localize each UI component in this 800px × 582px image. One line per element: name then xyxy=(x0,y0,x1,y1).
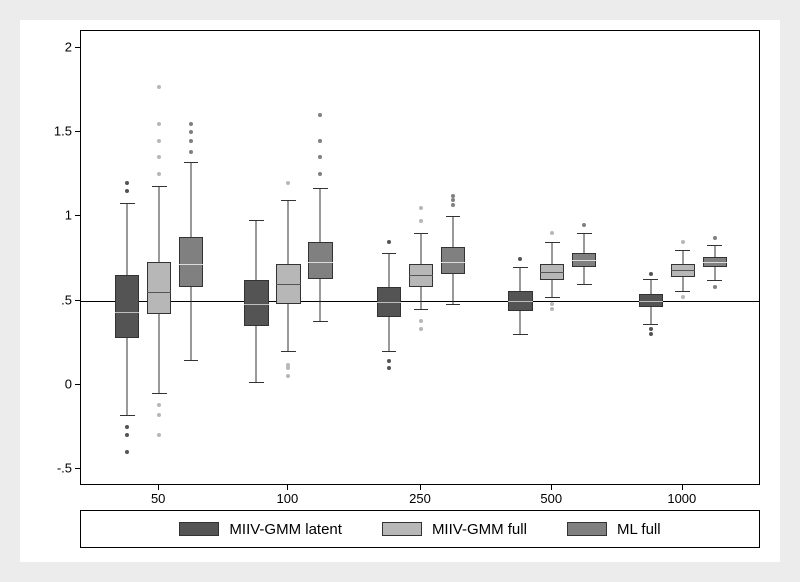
outlier-point xyxy=(419,319,423,323)
ytick-label: 0 xyxy=(32,376,72,391)
outlier-point xyxy=(387,240,391,244)
outlier-point xyxy=(157,172,161,176)
legend-entry: ML full xyxy=(567,521,661,538)
ytick-label: 1 xyxy=(32,208,72,223)
outlier-point xyxy=(157,139,161,143)
ytick-label: -.5 xyxy=(32,461,72,476)
boxplot-box xyxy=(115,31,139,486)
outlier-point xyxy=(387,359,391,363)
legend-label: MIIV-GMM latent xyxy=(229,521,342,538)
outlier-point xyxy=(550,307,554,311)
outlier-point xyxy=(125,433,129,437)
boxplot-box xyxy=(409,31,433,486)
boxplot-box xyxy=(147,31,171,486)
legend-entry: MIIV-GMM latent xyxy=(179,521,342,538)
legend-swatch xyxy=(567,522,607,536)
outlier-point xyxy=(157,155,161,159)
outlier-point xyxy=(157,122,161,126)
xtick-label: 100 xyxy=(277,491,299,506)
ytick xyxy=(75,47,80,48)
outlier-point xyxy=(649,327,653,331)
outlier-point xyxy=(318,113,322,117)
outlier-point xyxy=(286,374,290,378)
boxplot-box xyxy=(540,31,564,486)
outlier-point xyxy=(189,130,193,134)
ytick xyxy=(75,468,80,469)
legend: MIIV-GMM latent MIIV-GMM full ML full xyxy=(80,510,760,548)
xtick xyxy=(420,485,421,490)
xtick xyxy=(287,485,288,490)
xtick xyxy=(551,485,552,490)
outlier-point xyxy=(189,122,193,126)
ytick xyxy=(75,300,80,301)
outlier-point xyxy=(713,285,717,289)
outlier-point xyxy=(550,302,554,306)
outlier-point xyxy=(582,223,586,227)
xtick xyxy=(682,485,683,490)
outlier-point xyxy=(550,231,554,235)
outlier-point xyxy=(387,366,391,370)
boxplot-box xyxy=(441,31,465,486)
outlier-point xyxy=(157,403,161,407)
ytick xyxy=(75,131,80,132)
ytick-label: 1.5 xyxy=(32,124,72,139)
xtick-label: 1000 xyxy=(667,491,696,506)
outlier-point xyxy=(419,219,423,223)
outlier-point xyxy=(318,172,322,176)
outlier-point xyxy=(189,150,193,154)
boxplot-box xyxy=(179,31,203,486)
legend-swatch xyxy=(382,522,422,536)
xtick-label: 250 xyxy=(409,491,431,506)
boxplot-box xyxy=(244,31,268,486)
legend-entry: MIIV-GMM full xyxy=(382,521,527,538)
outlier-point xyxy=(125,425,129,429)
outlier-point xyxy=(451,203,455,207)
legend-label: ML full xyxy=(617,521,661,538)
boxplot-box xyxy=(572,31,596,486)
outlier-point xyxy=(649,272,653,276)
legend-swatch xyxy=(179,522,219,536)
outlier-point xyxy=(125,189,129,193)
outlier-point xyxy=(318,155,322,159)
outlier-point xyxy=(189,139,193,143)
ytick-label: .5 xyxy=(32,292,72,307)
boxplot-box xyxy=(308,31,332,486)
outlier-point xyxy=(518,257,522,261)
outlier-point xyxy=(157,433,161,437)
outlier-point xyxy=(681,295,685,299)
outlier-point xyxy=(286,363,290,367)
outlier-point xyxy=(649,332,653,336)
boxplot-box xyxy=(639,31,663,486)
ytick xyxy=(75,215,80,216)
boxplot-box xyxy=(703,31,727,486)
xtick-label: 500 xyxy=(540,491,562,506)
outlier-point xyxy=(125,181,129,185)
xtick xyxy=(158,485,159,490)
chart-panel: MIIV-GMM latent MIIV-GMM full ML full -.5 0… xyxy=(20,20,780,562)
outlier-point xyxy=(157,413,161,417)
boxplot-box xyxy=(377,31,401,486)
outlier-point xyxy=(451,194,455,198)
ytick xyxy=(75,384,80,385)
outlier-point xyxy=(681,240,685,244)
plot-area xyxy=(80,30,760,485)
outlier-point xyxy=(713,236,717,240)
legend-label: MIIV-GMM full xyxy=(432,521,527,538)
boxplot-box xyxy=(671,31,695,486)
ytick-label: 2 xyxy=(32,39,72,54)
outlier-point xyxy=(125,450,129,454)
xtick-label: 50 xyxy=(151,491,165,506)
outlier-point xyxy=(419,206,423,210)
outlier-point xyxy=(318,139,322,143)
outlier-point xyxy=(286,181,290,185)
boxplot-box xyxy=(276,31,300,486)
outlier-point xyxy=(157,85,161,89)
outlier-point xyxy=(419,327,423,331)
